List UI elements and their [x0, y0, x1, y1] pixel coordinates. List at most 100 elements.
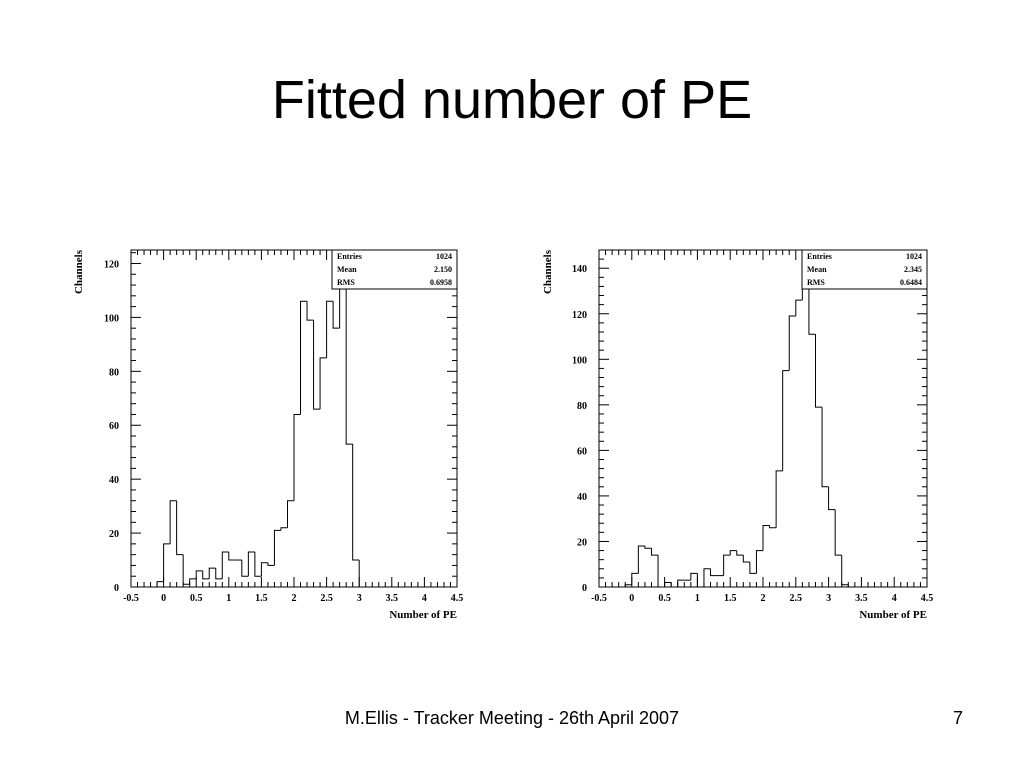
- y-tick-label: 100: [572, 355, 587, 366]
- x-tick-label: 4.5: [921, 593, 934, 604]
- histogram-bin: [841, 555, 849, 586]
- histogram-bin: [729, 550, 737, 556]
- histogram-bin: [228, 551, 236, 561]
- x-tick-label: 2: [292, 593, 297, 604]
- y-axis-label: Channels: [542, 249, 554, 294]
- y-tick-label: 60: [577, 446, 587, 457]
- y-tick-label: 80: [577, 401, 587, 412]
- histogram-bin: [267, 562, 275, 566]
- y-tick-label: 0: [582, 583, 587, 594]
- histogram-bin: [241, 560, 249, 577]
- histogram-bin: [736, 550, 744, 556]
- x-tick-label: 0: [629, 593, 634, 604]
- histogram-bin: [749, 561, 757, 574]
- x-tick-label: 1.5: [255, 593, 268, 604]
- histogram-bin: [624, 584, 632, 587]
- histogram-bin: [755, 550, 763, 574]
- slide-title: Fitted number of PE: [272, 70, 752, 130]
- histogram-bin: [664, 581, 672, 587]
- y-tick-label: 40: [109, 475, 119, 486]
- histogram-bin: [650, 548, 659, 556]
- stats-label: RMS: [337, 278, 355, 287]
- x-tick-label: 0.5: [658, 593, 671, 604]
- histogram-bin: [769, 525, 777, 529]
- histogram-bin: [657, 555, 665, 588]
- y-tick-label: 120: [104, 259, 119, 270]
- histogram-bin: [828, 486, 836, 511]
- histogram-bin: [782, 370, 790, 471]
- histogram-bin: [795, 299, 803, 317]
- x-tick-label: 0.5: [190, 593, 203, 604]
- histogram-bin: [254, 551, 262, 577]
- histogram-bin: [677, 579, 685, 587]
- histogram-bin: [273, 529, 281, 566]
- histogram-bin: [762, 525, 770, 551]
- stats-value: 2.345: [904, 265, 922, 274]
- y-tick-label: 40: [577, 492, 587, 503]
- histogram-bin: [742, 555, 750, 563]
- histogram-bin: [247, 551, 255, 577]
- x-tick-label: 3.5: [386, 593, 399, 604]
- stats-value: 1024: [906, 252, 922, 261]
- x-tick-label: -0.5: [123, 593, 139, 604]
- histogram-bin: [358, 560, 366, 588]
- stats-box: [801, 249, 928, 290]
- histogram-bin: [644, 546, 652, 549]
- histogram-bin: [703, 568, 711, 587]
- histogram-bin: [710, 568, 718, 577]
- y-tick-label: 60: [109, 421, 119, 432]
- x-tick-label: 4: [422, 593, 427, 604]
- histogram-bin: [345, 250, 353, 445]
- histogram-bin: [221, 551, 229, 579]
- histogram-bin: [189, 578, 197, 585]
- histogram-bin: [169, 500, 177, 544]
- slide-footer: M.Ellis - Tracker Meeting - 26th April 2…: [345, 708, 679, 728]
- stats-label: Entries: [337, 252, 362, 261]
- histogram-bin: [326, 300, 334, 358]
- x-tick-label: 2.5: [790, 593, 803, 604]
- x-tick-label: 2: [761, 593, 766, 604]
- histogram-bin: [280, 527, 288, 531]
- x-tick-label: 1: [226, 593, 231, 604]
- histogram-bin: [286, 500, 294, 528]
- histogram-bin: [696, 573, 704, 588]
- histogram-bin: [637, 545, 645, 574]
- histogram-bin: [313, 320, 321, 410]
- histogram-bin: [215, 568, 223, 580]
- y-axis-label: Channels: [73, 249, 85, 294]
- histogram-bin: [631, 572, 639, 585]
- x-tick-label: 3: [357, 593, 362, 604]
- y-tick-label: 100: [104, 313, 119, 324]
- stats-label: Mean: [807, 265, 827, 274]
- histogram-bin: [195, 570, 203, 579]
- x-tick-label: 4.5: [451, 593, 464, 604]
- histogram-bin: [352, 444, 360, 561]
- page-number: 7: [953, 708, 963, 728]
- x-tick-label: 0: [161, 593, 166, 604]
- histogram-bin: [293, 413, 301, 501]
- histogram-bin: [319, 357, 327, 410]
- x-tick-label: -0.5: [591, 593, 607, 604]
- histogram-bin: [821, 407, 829, 488]
- y-tick-label: 140: [572, 264, 587, 275]
- stats-label: Mean: [337, 265, 357, 274]
- histogram-bin: [690, 572, 698, 581]
- histogram-bin: [156, 581, 164, 587]
- histogram-bin: [670, 582, 678, 588]
- x-axis-label: Number of PE: [389, 609, 457, 621]
- histogram-bin: [723, 554, 731, 576]
- histogram-bin: [300, 300, 308, 415]
- x-tick-label: 1: [695, 593, 700, 604]
- histogram-bin: [788, 315, 796, 371]
- x-tick-label: 2.5: [320, 593, 333, 604]
- stats-box: [331, 249, 458, 290]
- x-tick-label: 3: [826, 593, 831, 604]
- histogram-bin: [208, 567, 216, 579]
- stats-label: RMS: [807, 278, 825, 287]
- y-tick-label: 20: [109, 529, 119, 540]
- y-tick-label: 120: [572, 310, 587, 321]
- x-tick-label: 1.5: [724, 593, 737, 604]
- histogram-bin: [306, 301, 314, 321]
- x-tick-label: 4: [892, 593, 897, 604]
- histogram-bin: [775, 470, 783, 528]
